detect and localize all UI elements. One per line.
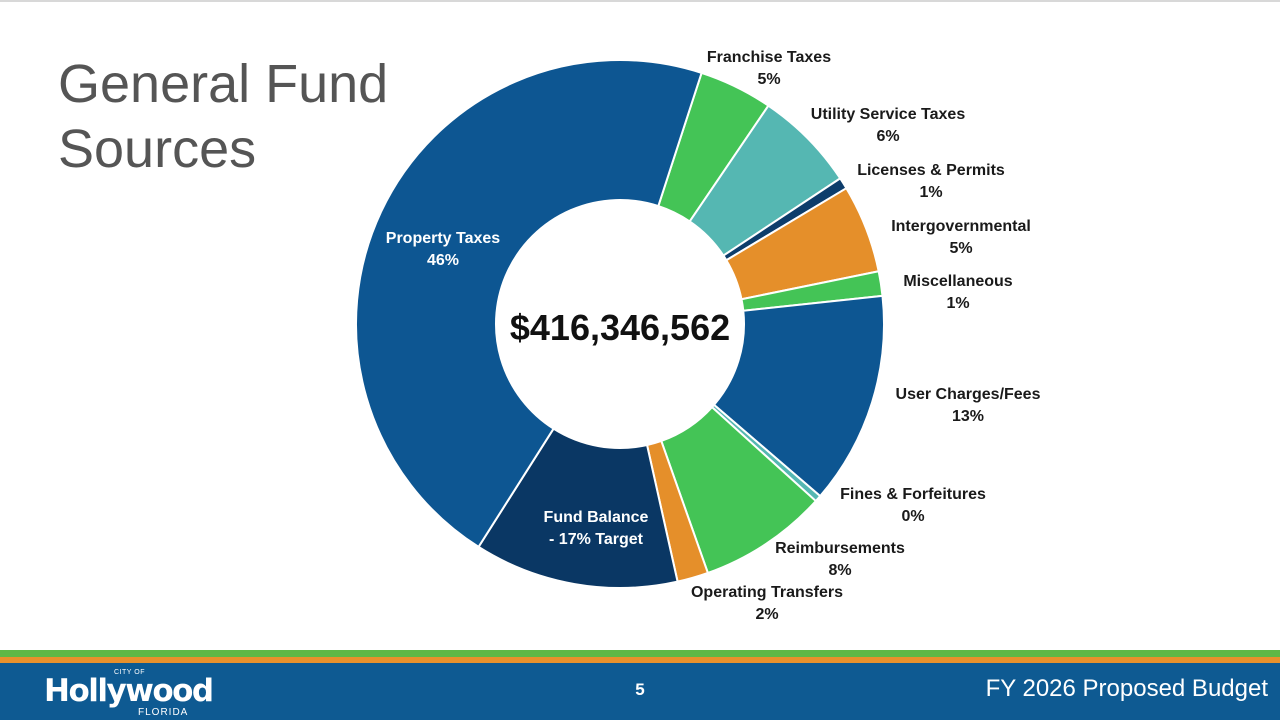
label-value-franchise-taxes: 5% (757, 71, 780, 88)
label-property-taxes: Property Taxes 46% (386, 230, 501, 269)
chart-labels: Franchise Taxes 5% Utility Service Taxes 6%… (386, 49, 1041, 623)
footer-bar: CITY OF Hollywood FLORIDA 5 FY 2026 Prop… (0, 663, 1280, 720)
title-line-1: General Fund (58, 54, 389, 114)
label-name-franchise-taxes: Franchise Taxes (707, 49, 831, 66)
footer-orange-band (0, 657, 1280, 663)
label-value-property-taxes: 46% (427, 252, 459, 269)
logo-wordmark: Hollywood (44, 673, 214, 709)
label-utility-service-taxes: Utility Service Taxes 6% (811, 106, 966, 145)
label-name-miscellaneous: Miscellaneous (903, 273, 1012, 290)
label-intergovernmental: Intergovernmental 5% (891, 218, 1031, 257)
label-name-reimbursements: Reimbursements (775, 540, 905, 557)
footer-green-band (0, 650, 1280, 657)
label-name-fines-forfeitures: Fines & Forfeitures (840, 486, 986, 503)
label-franchise-taxes: Franchise Taxes 5% (707, 49, 831, 88)
label-name-intergovernmental: Intergovernmental (891, 218, 1031, 235)
label-value-intergovernmental: 5% (949, 240, 972, 257)
label-fund-balance: Fund Balance - 17% Target (544, 509, 649, 548)
label-value-reimbursements: 8% (828, 562, 851, 579)
label-value-fines-forfeitures: 0% (901, 508, 924, 525)
logo-city-of: CITY OF (114, 669, 145, 676)
slice-user-charges-fees (712, 294, 885, 498)
label-value-licenses-permits: 1% (919, 184, 942, 201)
label-fines-forfeitures: Fines & Forfeitures 0% (840, 486, 986, 525)
label-value-fund-balance: - 17% Target (549, 531, 644, 548)
footer-budget-title: FY 2026 Proposed Budget (985, 675, 1268, 702)
label-name-fund-balance: Fund Balance (544, 509, 649, 526)
page-title: General Fund Sources (58, 52, 388, 182)
label-value-miscellaneous: 1% (946, 295, 969, 312)
chart-slices (355, 59, 885, 589)
label-value-operating-transfers: 2% (755, 606, 778, 623)
city-logo[interactable]: CITY OF Hollywood FLORIDA (44, 669, 214, 718)
label-name-user-charges-fees: User Charges/Fees (896, 386, 1041, 403)
center-total-label: $416,346,562 (510, 307, 730, 348)
title-line-2: Sources (58, 119, 257, 179)
label-name-licenses-permits: Licenses & Permits (857, 162, 1005, 179)
label-miscellaneous: Miscellaneous 1% (903, 273, 1012, 312)
label-name-property-taxes: Property Taxes (386, 230, 501, 247)
top-rule (0, 0, 1280, 2)
label-value-user-charges-fees: 13% (952, 408, 984, 425)
label-name-utility-service-taxes: Utility Service Taxes (811, 106, 966, 123)
label-operating-transfers: Operating Transfers 2% (691, 584, 843, 623)
label-name-operating-transfers: Operating Transfers (691, 584, 843, 601)
page-number: 5 (635, 680, 645, 699)
donut-chart: Franchise Taxes 5% Utility Service Taxes 6%… (355, 49, 1041, 623)
label-value-utility-service-taxes: 6% (876, 128, 899, 145)
slice-property-taxes (355, 59, 703, 549)
label-user-charges-fees: User Charges/Fees 13% (896, 386, 1041, 425)
logo-state: FLORIDA (138, 707, 189, 718)
label-licenses-permits: Licenses & Permits 1% (857, 162, 1005, 201)
label-reimbursements: Reimbursements 8% (775, 540, 905, 579)
